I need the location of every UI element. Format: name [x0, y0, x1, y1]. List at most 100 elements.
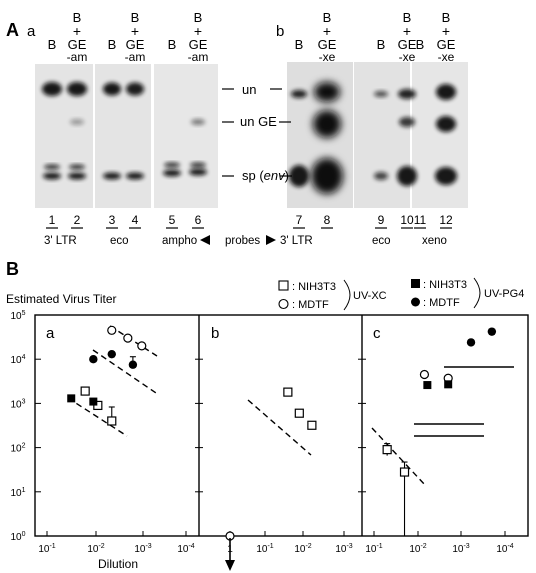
y-tick-label: 101	[10, 487, 25, 499]
lane-header-suffix: -am	[188, 50, 209, 64]
blot-band	[44, 164, 60, 170]
point-filled-circle	[487, 327, 497, 336]
point-open-square	[294, 408, 304, 418]
y-tick-label: 100	[10, 531, 25, 543]
lane-numbers: 1 2 3 4 5 6 7 8 9 10 11 12	[46, 213, 453, 229]
subplot-a-label: a	[46, 325, 55, 342]
subplot-b-label: b	[211, 325, 219, 342]
probe-ltr-b: 3' LTR	[280, 235, 313, 247]
trend-line-a-mdtf-pg4	[92, 349, 157, 394]
blot-band	[190, 162, 206, 168]
blot-band	[311, 158, 343, 194]
lane-header-b: B	[73, 10, 82, 25]
arrow-down-icon	[225, 560, 235, 571]
blot-band	[291, 90, 307, 98]
point-open-circle	[419, 369, 430, 380]
point-open-circle	[107, 325, 117, 335]
lane-header-suffix: -xe	[399, 50, 416, 64]
plot-frame	[34, 314, 529, 537]
blot-band	[397, 166, 417, 186]
blot-band	[164, 162, 180, 168]
lane-header-ge: GE	[189, 37, 208, 52]
lane-header-b: B	[194, 10, 203, 25]
x-tick-label: 10-4	[177, 543, 194, 555]
blot-band	[103, 82, 121, 96]
blot-band	[103, 172, 121, 180]
blot-band	[435, 167, 457, 185]
probe-xeno: xeno	[422, 235, 447, 247]
y-axis-title: Estimated Virus Titer	[6, 292, 116, 306]
blot-band	[289, 165, 309, 187]
blot-band	[191, 119, 205, 125]
legend-mdtf-filled: : MDTF	[423, 297, 460, 309]
panel-a-blots: A a b BB+GE-amBB+GE-amBB+GE-amBB+GE-xeBB…	[6, 10, 468, 247]
legend-filled-circle-icon	[411, 297, 420, 307]
probes-label: probes	[225, 235, 260, 247]
blot-band	[398, 89, 416, 99]
point-open-square	[399, 467, 410, 477]
blot-band	[163, 169, 181, 177]
lane-number: 8	[324, 213, 331, 227]
legend-open-square-icon	[278, 280, 289, 291]
axes: 10010110210310410510-110-210-310-4110-11…	[10, 310, 513, 555]
trend-line-c-nih	[371, 427, 426, 486]
probe-eco-b: eco	[372, 235, 391, 247]
point-open-square	[283, 387, 293, 397]
x-tick-label: 10-3	[452, 543, 469, 555]
blot-band	[399, 117, 415, 127]
y-tick-label: 103	[10, 398, 25, 410]
legend-uvxc: UV-XC	[353, 290, 387, 302]
lane-header-ge: GE	[318, 37, 337, 52]
probe-ltr-a: 3' LTR	[44, 235, 77, 247]
lane-header-suffix: -xe	[438, 50, 455, 64]
blot-bands	[42, 82, 457, 194]
lane-header-b: B	[377, 37, 386, 52]
lane-header-plus: +	[323, 23, 331, 39]
lane-header-b: B	[131, 10, 140, 25]
lane-header-suffix: -xe	[319, 50, 336, 64]
lane-header-b: B	[416, 37, 425, 52]
lane-header-plus: +	[403, 23, 411, 39]
point-open-square	[80, 386, 90, 396]
blot-band	[313, 110, 341, 138]
point-open-square	[382, 445, 392, 455]
legend-uvpg4: UV-PG4	[484, 288, 524, 300]
band-label-un-ge: un GE	[240, 114, 277, 129]
point-open-circle	[123, 333, 133, 343]
legend-nih-open: : NIH3T3	[292, 281, 336, 293]
lane-header-b: B	[295, 37, 304, 52]
point-open-square	[107, 416, 117, 426]
blot-strip-ampho	[154, 64, 218, 208]
lane-header-plus: +	[442, 23, 450, 39]
x-tick-label: 10-1	[38, 543, 55, 555]
point-filled-circle	[107, 349, 116, 359]
lane-number: 3	[109, 213, 116, 227]
x-tick-label: 10-1	[365, 543, 382, 555]
blot-band	[374, 91, 388, 97]
x-tick-label: 10-2	[87, 543, 104, 555]
y-tick-label: 104	[10, 354, 25, 366]
blot-band	[70, 119, 84, 125]
panel-A-label: A	[6, 20, 19, 40]
lane-header-ge: GE	[398, 37, 417, 52]
blot-band	[126, 172, 144, 180]
lane-header-ge: GE	[437, 37, 456, 52]
lane-header-b: B	[108, 37, 117, 52]
point-filled-circle	[128, 360, 138, 369]
point-filled-square	[67, 394, 76, 403]
lane-number: 4	[132, 213, 139, 227]
point-filled-circle	[89, 355, 98, 364]
subplot-c-label: c	[373, 325, 381, 342]
blot-band	[374, 172, 388, 180]
lane-header-ge: GE	[68, 37, 87, 52]
x-tick-label: 10-3	[335, 543, 352, 555]
lane-header-suffix: -am	[125, 50, 146, 64]
blot-band	[314, 82, 340, 102]
probe-eco-a: eco	[110, 235, 129, 247]
lane-number: 9	[378, 213, 385, 227]
x-tick-label: 10-2	[294, 543, 311, 555]
arrow-right-icon	[266, 235, 276, 245]
point-filled-circle	[466, 338, 476, 347]
x-tick-label: 10-2	[409, 543, 426, 555]
band-label-un: un	[242, 82, 256, 97]
